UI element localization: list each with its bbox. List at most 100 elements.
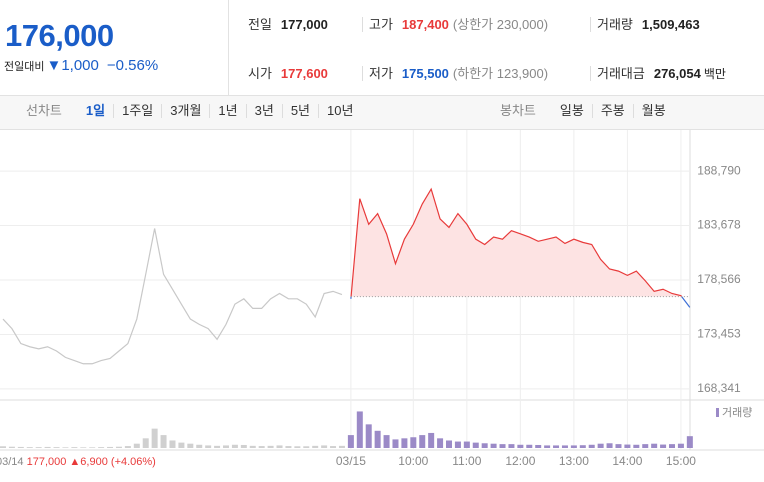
volume-bar [249,445,256,448]
candle-tabs: 봉차트 일봉 주봉 월봉 [492,104,674,118]
stat-label: 거래대금 [597,66,645,81]
volume-bar [26,447,33,448]
tab[interactable]: 1주일 [113,104,161,118]
volume-bar [401,438,408,448]
volume-bar [142,438,149,448]
stat-value: 175,500 [401,66,449,81]
volume-bar [196,444,203,448]
x-tick-label: 15:00 [666,454,696,468]
volume-bar [588,444,595,448]
volume-bar [312,445,319,448]
volume-bar [258,446,265,448]
stat-value: 1,509,463 [641,17,700,32]
change: 전일대비 ▼1,000 −0.56% [4,57,158,74]
prev-date: 03/14 [0,456,24,468]
tab[interactable]: 1년 [209,104,245,118]
change-pct: −0.56% [106,57,159,74]
stat-unit: 백만 [703,67,726,81]
stat: 저가 175,500 (하한가 123,900) [362,63,548,82]
stat: 전일 177,000 [248,14,328,33]
volume-bar [8,446,15,448]
volume-bar [553,445,560,448]
stat: 거래량 1,509,463 [590,14,700,33]
x-tick-label: 12:00 [505,454,535,468]
volume-bar [267,445,274,448]
volume-bar [419,435,426,448]
line-tabs: 선차트 1일 1주일 3개월 1년 3년 5년 10년 [18,104,361,118]
stat-value: 177,600 [280,66,328,81]
tab[interactable]: 5년 [281,104,318,118]
volume-bar [98,447,105,448]
volume-bar [17,446,24,448]
tab[interactable]: 주봉 [591,104,633,118]
volume-bar [133,443,140,448]
prev-day-info: 03/14 177,000 ▲6,900 (+4.06%) [0,456,156,468]
stat: 고가 187,400 (상한가 230,000) [362,14,548,33]
price-line [2,228,343,365]
volume-bar [53,447,60,448]
volume-bar [428,432,435,448]
volume-bar [561,445,568,448]
volume-bar [374,430,381,448]
volume-bar [160,435,167,448]
volume-bar [347,435,354,448]
stat-value: 187,400 [401,17,449,32]
x-tick-label: 14:00 [612,454,642,468]
prev-close: 177,000 [27,456,67,468]
tab[interactable]: 1일 [85,103,106,118]
tab[interactable]: 일봉 [559,103,584,118]
x-tick-label: 10:00 [398,454,428,468]
volume-bar [80,447,87,448]
volume-bar [303,446,310,448]
volume-bar [0,446,6,448]
tab[interactable]: 10년 [318,104,361,118]
volume-bar [463,441,470,448]
stat-note: (상한가 230,000) [452,17,549,32]
volume-bar [365,424,372,448]
tab[interactable]: 월봉 [632,104,674,118]
volume-bar [624,444,631,448]
x-tick-label: 03/15 [336,454,366,468]
stat-label: 고가 [369,17,393,32]
volume-bar [660,444,667,448]
volume-bar [669,444,675,448]
volume-bar [526,444,533,448]
volume-bar [338,445,345,448]
separator [362,17,363,32]
volume-legend-swatch [716,408,719,417]
volume-bar [383,435,390,448]
volume-bar [606,443,613,448]
volume-bar [686,436,693,448]
volume-bar [223,445,229,448]
tab[interactable]: 3년 [245,104,282,118]
volume-bar [437,438,444,448]
stat: 시가 177,600 [248,63,328,82]
volume-bar [677,443,684,448]
volume-bar [71,447,78,448]
volume-bar [285,446,292,448]
y-tick-label: 168,341 [697,381,741,395]
volume-bar [124,446,131,448]
volume-bar [499,444,506,448]
volume-bar [214,445,221,448]
volume-bar [454,441,461,448]
volume-bar [633,444,640,448]
tab[interactable]: 3개월 [161,104,209,118]
volume-bar [597,443,604,448]
price-box: 176,000 전일대비 ▼1,000 −0.56% [0,0,229,95]
stat: 거래대금 276,054 백만 [590,63,726,82]
change-value: ▼1,000 [46,57,99,74]
volume-bar [294,446,301,448]
separator [590,17,591,32]
prev-change-pct: (+4.06%) [111,456,156,468]
volume-bar [446,440,452,448]
y-tick-label: 183,678 [697,218,741,232]
stat-label: 저가 [369,66,393,81]
stat-label: 시가 [248,66,272,81]
volume-bar [642,444,649,448]
stat-value: 276,054 [653,66,701,81]
volume-bar [481,443,488,448]
separator [590,66,591,81]
